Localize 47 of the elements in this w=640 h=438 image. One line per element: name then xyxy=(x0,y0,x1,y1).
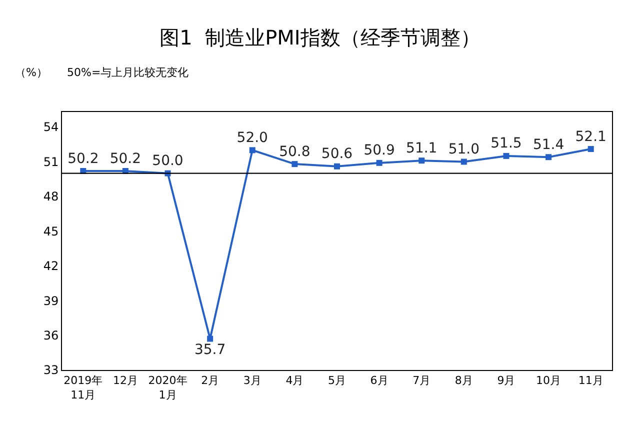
data-label: 50.8 xyxy=(279,144,310,160)
x-tick-label: 11月 xyxy=(578,374,604,388)
x-tick-label: 2020年 1月 xyxy=(148,374,188,402)
point xyxy=(249,147,256,154)
point xyxy=(460,158,467,165)
data-label: 52.0 xyxy=(236,130,268,146)
text: （%） xyxy=(15,66,48,79)
data-label: 50.0 xyxy=(152,153,184,170)
x-tick-label: 4月 xyxy=(286,374,304,388)
point xyxy=(588,146,594,152)
point xyxy=(503,152,510,159)
y-tick-label: 45 xyxy=(43,224,59,238)
y-tick-label: 36 xyxy=(43,328,59,342)
x-tick-label: 12月 xyxy=(112,374,138,388)
x-tick-label: 10月 xyxy=(536,374,562,388)
point xyxy=(292,161,298,168)
data-label: 50.6 xyxy=(321,146,353,162)
data-label: 51.4 xyxy=(532,136,564,153)
x-tick-label: 9月 xyxy=(497,374,516,388)
x-tick-label: 7月 xyxy=(412,374,431,388)
x-tick-label: 5月 xyxy=(328,374,346,388)
point xyxy=(334,163,340,170)
data-label: 50.2 xyxy=(68,150,99,167)
text: 50%=与上月比较无变化 xyxy=(67,66,189,79)
y-tick-label: 48 xyxy=(43,190,59,204)
y-tick-label: 54 xyxy=(43,120,59,134)
data-label: 51.5 xyxy=(490,136,522,152)
x-tick-label: 3月 xyxy=(243,374,262,388)
x-tick-label: 2019年 11月 xyxy=(64,374,103,402)
point xyxy=(418,158,425,164)
data-label: 51.0 xyxy=(448,142,480,158)
point xyxy=(546,154,552,160)
x-tick-label: 2月 xyxy=(201,374,220,388)
chart-title: 图1 制造业PMI指数（经季节调整） xyxy=(160,26,480,50)
data-label: 52.1 xyxy=(575,128,606,145)
y-tick-label: 33 xyxy=(43,363,59,378)
y-tick-label: 42 xyxy=(43,259,59,274)
data-label: 50.9 xyxy=(364,142,395,159)
point xyxy=(207,336,214,342)
point xyxy=(376,160,382,166)
data-label: 50.2 xyxy=(110,150,142,167)
x-tick-label: 6月 xyxy=(370,374,388,388)
x-tick-label: 8月 xyxy=(454,374,473,388)
data-label: 51.1 xyxy=(406,140,438,156)
y-tick-label: 39 xyxy=(43,294,59,308)
data-label: 35.7 xyxy=(194,342,226,358)
y-tick-label: 51 xyxy=(43,154,59,169)
